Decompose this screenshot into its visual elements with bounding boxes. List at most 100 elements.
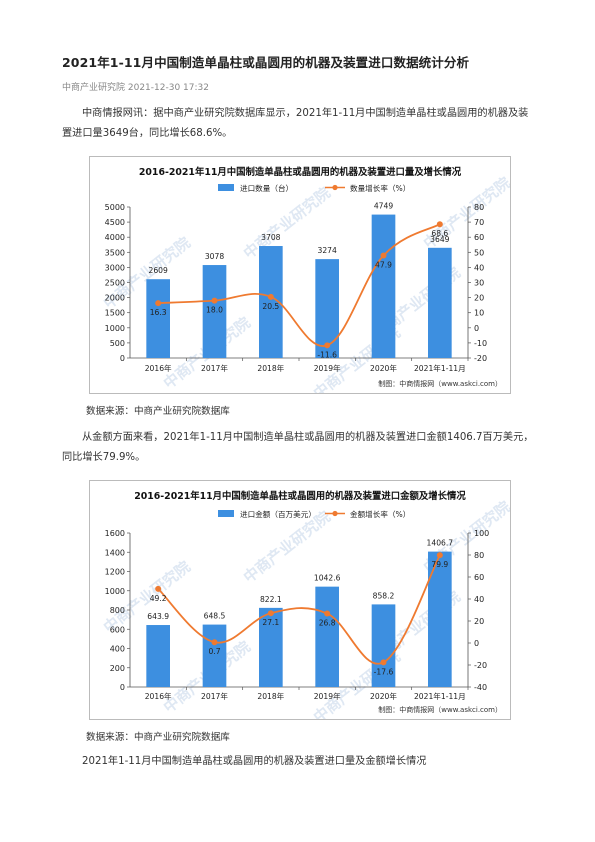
right-tick-label: 70 xyxy=(474,218,484,227)
bar-value-label: 858.2 xyxy=(373,591,395,600)
left-tick-label: 4500 xyxy=(105,218,125,227)
bar-4 xyxy=(371,214,396,358)
right-tick-label: 20 xyxy=(474,294,484,303)
bar-value-label: 3649 xyxy=(430,235,449,244)
chart-import-amount: 中商产业研究院中商产业研究院中商产业研究院中商产业研究院中商产业研究院中商产业研… xyxy=(89,480,511,720)
bar-value-label: 648.5 xyxy=(204,612,226,621)
bar-3 xyxy=(315,586,339,687)
bar-0 xyxy=(146,279,170,358)
chart-credit: 制图：中商情报网（www.askci.com） xyxy=(378,705,502,714)
legend-bar-label: 进口金额（百万美元） xyxy=(240,509,316,519)
left-tick-label: 1400 xyxy=(105,548,125,557)
right-tick-label: 80 xyxy=(474,203,484,212)
right-tick-label: -20 xyxy=(474,354,487,363)
growth-point-2 xyxy=(267,293,274,300)
right-tick-label: 40 xyxy=(474,595,484,604)
bar-value-label: 3274 xyxy=(318,246,337,255)
category-label: 2016年 xyxy=(145,363,172,373)
chart-title: 2016-2021年11月中国制造单晶柱或晶圆用的机器及装置进口金额及增长情况 xyxy=(134,490,466,502)
article-title: 2021年1-11月中国制造单晶柱或晶圆用的机器及装置进口数据统计分析 xyxy=(62,55,470,70)
bar-2 xyxy=(259,607,283,687)
line-value-label: -17.6 xyxy=(374,667,394,676)
legend-bar-label: 进口数量（台） xyxy=(240,183,293,193)
bar-value-label: 3078 xyxy=(205,252,224,261)
line-value-label: 68.6 xyxy=(431,229,448,238)
data-source-2: 数据来源：中商产业研究院数据库 xyxy=(86,732,230,743)
left-tick-label: 500 xyxy=(110,339,125,348)
chart-import-volume-svg: 中商产业研究院中商产业研究院中商产业研究院中商产业研究院中商产业研究院中商产业研… xyxy=(100,166,510,393)
left-tick-label: 600 xyxy=(110,625,125,634)
left-tick-label: 3500 xyxy=(105,248,125,257)
bar-5 xyxy=(428,551,452,687)
right-tick-label: -10 xyxy=(474,339,487,348)
growth-point-0 xyxy=(155,585,162,592)
left-tick-label: 1600 xyxy=(105,529,125,538)
right-tick-label: -40 xyxy=(474,683,487,692)
line-value-label: 0.7 xyxy=(208,647,220,656)
left-tick-label: 0 xyxy=(120,683,125,692)
right-tick-label: 100 xyxy=(474,529,489,538)
left-tick-label: 400 xyxy=(110,645,125,654)
paragraph-growth: 2021年1-11月中国制造单晶柱或晶圆用的机器及装置进口量及金额增长情况 xyxy=(82,756,427,767)
left-tick-label: 5000 xyxy=(105,203,125,212)
growth-point-1 xyxy=(211,639,218,646)
legend-bar-swatch xyxy=(218,184,234,191)
line-value-label: 27.1 xyxy=(262,618,279,627)
bar-value-label: 822.1 xyxy=(260,595,282,604)
growth-point-3 xyxy=(324,610,331,617)
line-value-label: 20.5 xyxy=(262,302,279,311)
right-tick-label: 60 xyxy=(474,233,484,242)
legend-line-marker xyxy=(332,184,338,191)
left-tick-label: 0 xyxy=(120,354,125,363)
right-tick-label: 0 xyxy=(474,324,479,333)
growth-point-5 xyxy=(436,552,443,559)
left-tick-label: 1200 xyxy=(105,568,125,577)
bar-value-label: 4749 xyxy=(374,202,393,211)
category-label: 2019年 xyxy=(314,363,341,373)
left-tick-label: 2500 xyxy=(105,279,125,288)
bar-value-label: 643.9 xyxy=(147,612,169,621)
bar-2 xyxy=(259,246,283,358)
line-value-label: 47.9 xyxy=(375,260,392,269)
category-label: 2021年1-11月 xyxy=(414,691,466,701)
bar-1 xyxy=(202,265,227,358)
bar-value-label: 2609 xyxy=(149,266,168,275)
growth-line xyxy=(157,554,441,665)
bar-value-label: 1406.7 xyxy=(427,539,454,548)
legend-line-marker xyxy=(332,510,338,517)
line-value-label: 49.2 xyxy=(150,594,167,603)
chart-credit: 制图：中商情报网（www.askci.com） xyxy=(378,379,502,388)
right-tick-label: 40 xyxy=(474,263,484,272)
left-tick-label: 800 xyxy=(110,606,125,615)
right-tick-label: -20 xyxy=(474,661,487,670)
left-tick-label: 1000 xyxy=(105,324,125,333)
right-tick-label: 60 xyxy=(474,573,484,582)
left-tick-label: 1500 xyxy=(105,309,125,318)
right-tick-label: 0 xyxy=(474,639,479,648)
right-tick-label: 80 xyxy=(474,551,484,560)
legend-line-label: 数量增长率（%） xyxy=(350,183,410,193)
category-label: 2017年 xyxy=(201,691,228,701)
growth-point-5 xyxy=(436,221,443,228)
line-value-label: 26.8 xyxy=(319,619,336,628)
growth-point-4 xyxy=(380,659,387,666)
category-label: 2019年 xyxy=(314,691,341,701)
right-tick-label: 10 xyxy=(474,309,484,318)
paragraph-volume: 中商情报网讯：据中商产业研究院数据库显示，2021年1-11月中国制造单晶柱或晶… xyxy=(62,108,529,139)
bar-5 xyxy=(428,247,452,358)
bar-0 xyxy=(146,625,170,687)
chart-import-volume: 中商产业研究院中商产业研究院中商产业研究院中商产业研究院中商产业研究院中商产业研… xyxy=(89,156,511,394)
growth-point-1 xyxy=(211,297,218,304)
growth-point-4 xyxy=(380,252,387,259)
article-meta: 中商产业研究院 2021-12-30 17:32 xyxy=(62,83,209,93)
chart-import-amount-svg: 中商产业研究院中商产业研究院中商产业研究院中商产业研究院中商产业研究院中商产业研… xyxy=(100,490,510,719)
growth-point-3 xyxy=(324,342,331,349)
left-tick-label: 1000 xyxy=(105,587,125,596)
line-value-label: 79.9 xyxy=(431,560,448,569)
growth-point-0 xyxy=(155,300,162,307)
legend-line-label: 金额增长率（%） xyxy=(350,509,410,519)
category-label: 2020年 xyxy=(370,691,397,701)
right-tick-label: 50 xyxy=(474,248,484,257)
data-source-1: 数据来源：中商产业研究院数据库 xyxy=(86,406,230,417)
bar-value-label: 3708 xyxy=(261,233,280,242)
